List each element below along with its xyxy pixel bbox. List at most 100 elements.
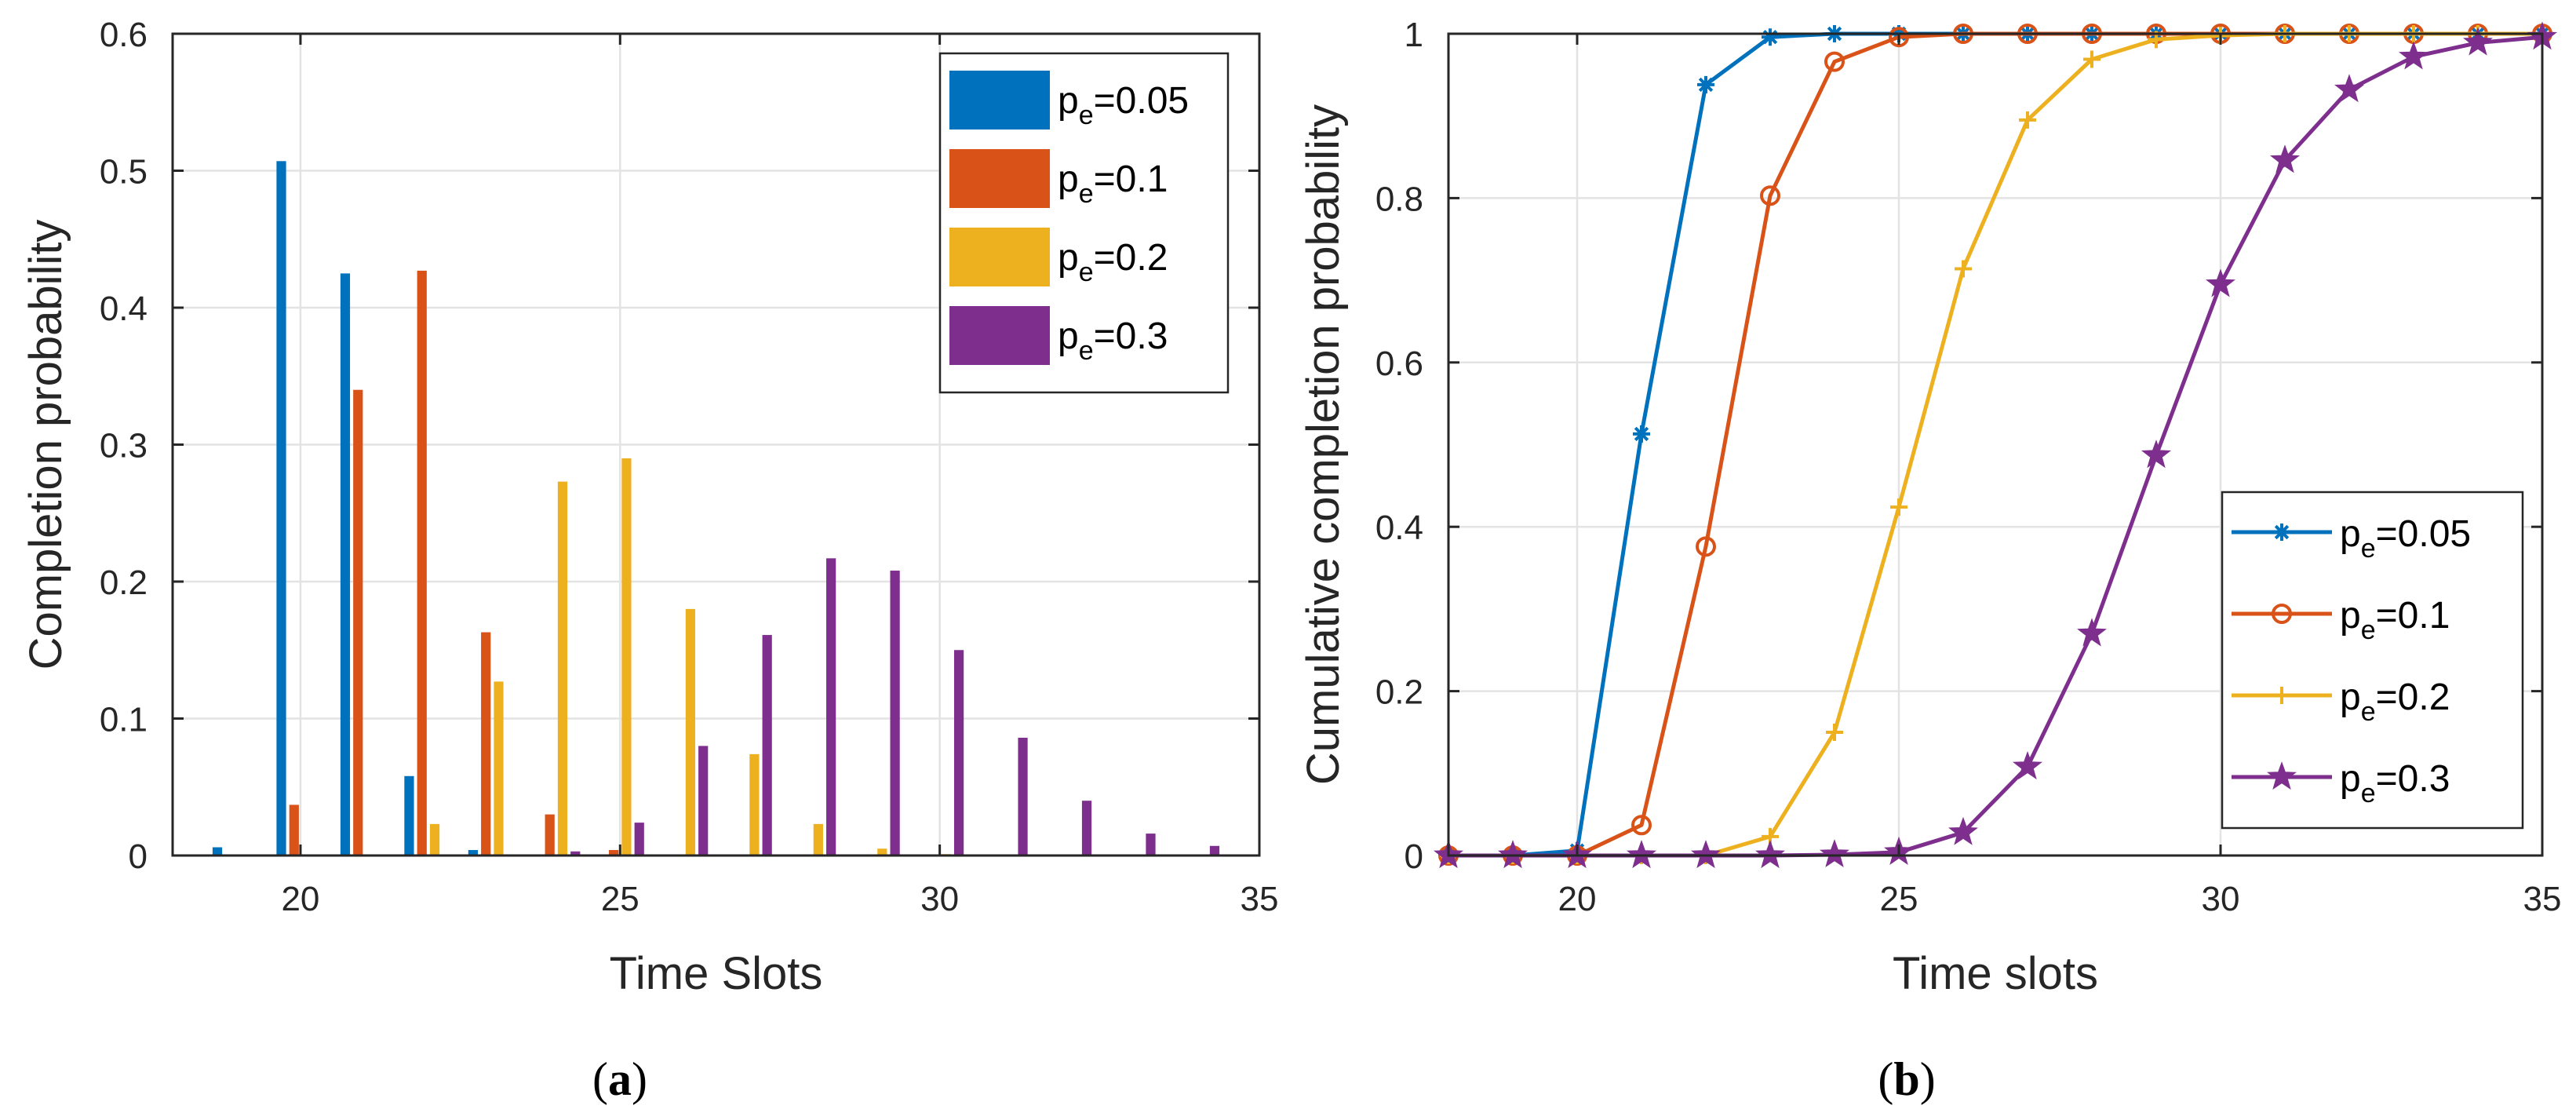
data-point [2206, 268, 2235, 297]
panel-a: 20 25 30 35 0 0.1 0.2 0.3 0.4 0.5 0.6 Time Slots Com… [20, 16, 1278, 1105]
legend-swatch [949, 71, 1050, 130]
marker-plus [1826, 723, 1843, 741]
y-tick-label: 0.4 [100, 290, 148, 328]
bar [429, 823, 440, 856]
bar [685, 608, 696, 856]
marker-circle [1631, 815, 1652, 836]
bar [1081, 801, 1092, 856]
panel-caption: (b) [1878, 1053, 1935, 1105]
legend-label-base: p [2340, 677, 2361, 718]
marker-plus [1955, 260, 1972, 278]
legend-label-value: =0.05 [2376, 513, 2471, 555]
marker-circle [1760, 185, 1780, 206]
marker-star [2206, 268, 2235, 297]
panel-caption: (a) [592, 1053, 647, 1105]
legend-marker [2272, 604, 2292, 624]
marker-plus [2083, 50, 2101, 68]
data-point [2270, 144, 2300, 173]
caption-letter: a [608, 1053, 632, 1105]
marker-star [1498, 840, 1528, 869]
bar [1146, 834, 1156, 856]
marker-star [2399, 41, 2428, 70]
bar [953, 650, 964, 856]
legend-label-value: =0.05 [1094, 80, 1189, 122]
marker-asterisk [1633, 425, 1650, 443]
legend-label: pe=0.3 [1058, 316, 1168, 366]
data-point [2083, 50, 2101, 68]
y-tick-label: 1 [1405, 16, 1423, 54]
legend-swatch [949, 228, 1050, 286]
data-point [1889, 27, 1909, 48]
data-point [1697, 75, 1714, 93]
data-point [2013, 750, 2042, 780]
data-point [1890, 498, 1907, 516]
legend-swatch [949, 149, 1050, 208]
data-point [1755, 840, 1785, 869]
data-point [1696, 536, 1716, 557]
legend-label: pe=0.05 [2340, 513, 2471, 564]
x-axis-label: Time Slots [610, 948, 823, 999]
bar-series-0 [212, 161, 479, 856]
bar [468, 850, 479, 856]
bar [494, 681, 504, 856]
bar [212, 847, 223, 856]
marker-star [1691, 840, 1721, 869]
legend-label-base: p [2340, 758, 2361, 800]
marker-circle [1889, 27, 1909, 48]
marker-plus [1890, 498, 1907, 516]
legend-label: pe=0.2 [2340, 677, 2450, 727]
legend-marker [2273, 687, 2290, 704]
x-tick-label: 30 [2202, 880, 2240, 918]
data-point [1948, 816, 1978, 845]
data-point [1627, 840, 1656, 869]
data-point [1760, 185, 1780, 206]
y-tick-label: 0.1 [100, 701, 148, 739]
bar [557, 481, 568, 856]
y-tick-label: 0.8 [1375, 180, 1423, 218]
y-tick-label: 0.5 [100, 153, 148, 192]
legend-label-sub: e [2361, 534, 2376, 564]
legend-label-sub: e [1079, 257, 1094, 287]
marker-star [2270, 144, 2300, 173]
legend-label-value: =0.3 [1094, 316, 1168, 357]
legend-label-base: p [1058, 159, 1079, 200]
bar [481, 632, 491, 856]
marker-plus [2019, 111, 2036, 129]
legend-label-sub: e [1079, 100, 1094, 130]
legend-label-base: p [1058, 316, 1079, 357]
bar [749, 753, 760, 856]
marker-star [1755, 840, 1785, 869]
legend-label: pe=0.05 [1058, 80, 1189, 130]
bar [813, 823, 823, 856]
data-point [2019, 111, 2036, 129]
x-tick-label: 25 [1880, 880, 1918, 918]
legend-label-base: p [2340, 513, 2361, 555]
legend-label-value: =0.2 [2376, 677, 2450, 718]
y-axis-label: Completion probability [20, 220, 71, 670]
legend-label: pe=0.2 [1058, 237, 1168, 287]
legend-swatch [949, 306, 1050, 365]
y-tick-label: 0.4 [1375, 509, 1423, 547]
data-point [1691, 840, 1721, 869]
bar-series-2 [429, 458, 951, 856]
bar [609, 850, 619, 856]
bar [404, 775, 414, 856]
x-tick-label: 35 [1241, 880, 1279, 918]
data-point [1820, 839, 1849, 868]
x-tick-label: 20 [1558, 880, 1597, 918]
data-point [2077, 618, 2107, 647]
data-point [1824, 51, 1845, 72]
bar [1018, 737, 1028, 856]
x-tick-label: 35 [2523, 880, 2562, 918]
legend-label-value: =0.2 [1094, 237, 1168, 279]
marker-asterisk [1697, 75, 1714, 93]
marker-star [2267, 761, 2297, 790]
legend-label-base: p [1058, 80, 1079, 122]
x-tick-label: 30 [920, 880, 959, 918]
bar [621, 458, 632, 856]
marker-circle [1696, 536, 1716, 557]
y-tick-label: 0.2 [100, 564, 148, 602]
legend-label-value: =0.1 [2376, 595, 2450, 637]
bar [634, 823, 644, 856]
legend-label-base: p [2340, 595, 2361, 637]
